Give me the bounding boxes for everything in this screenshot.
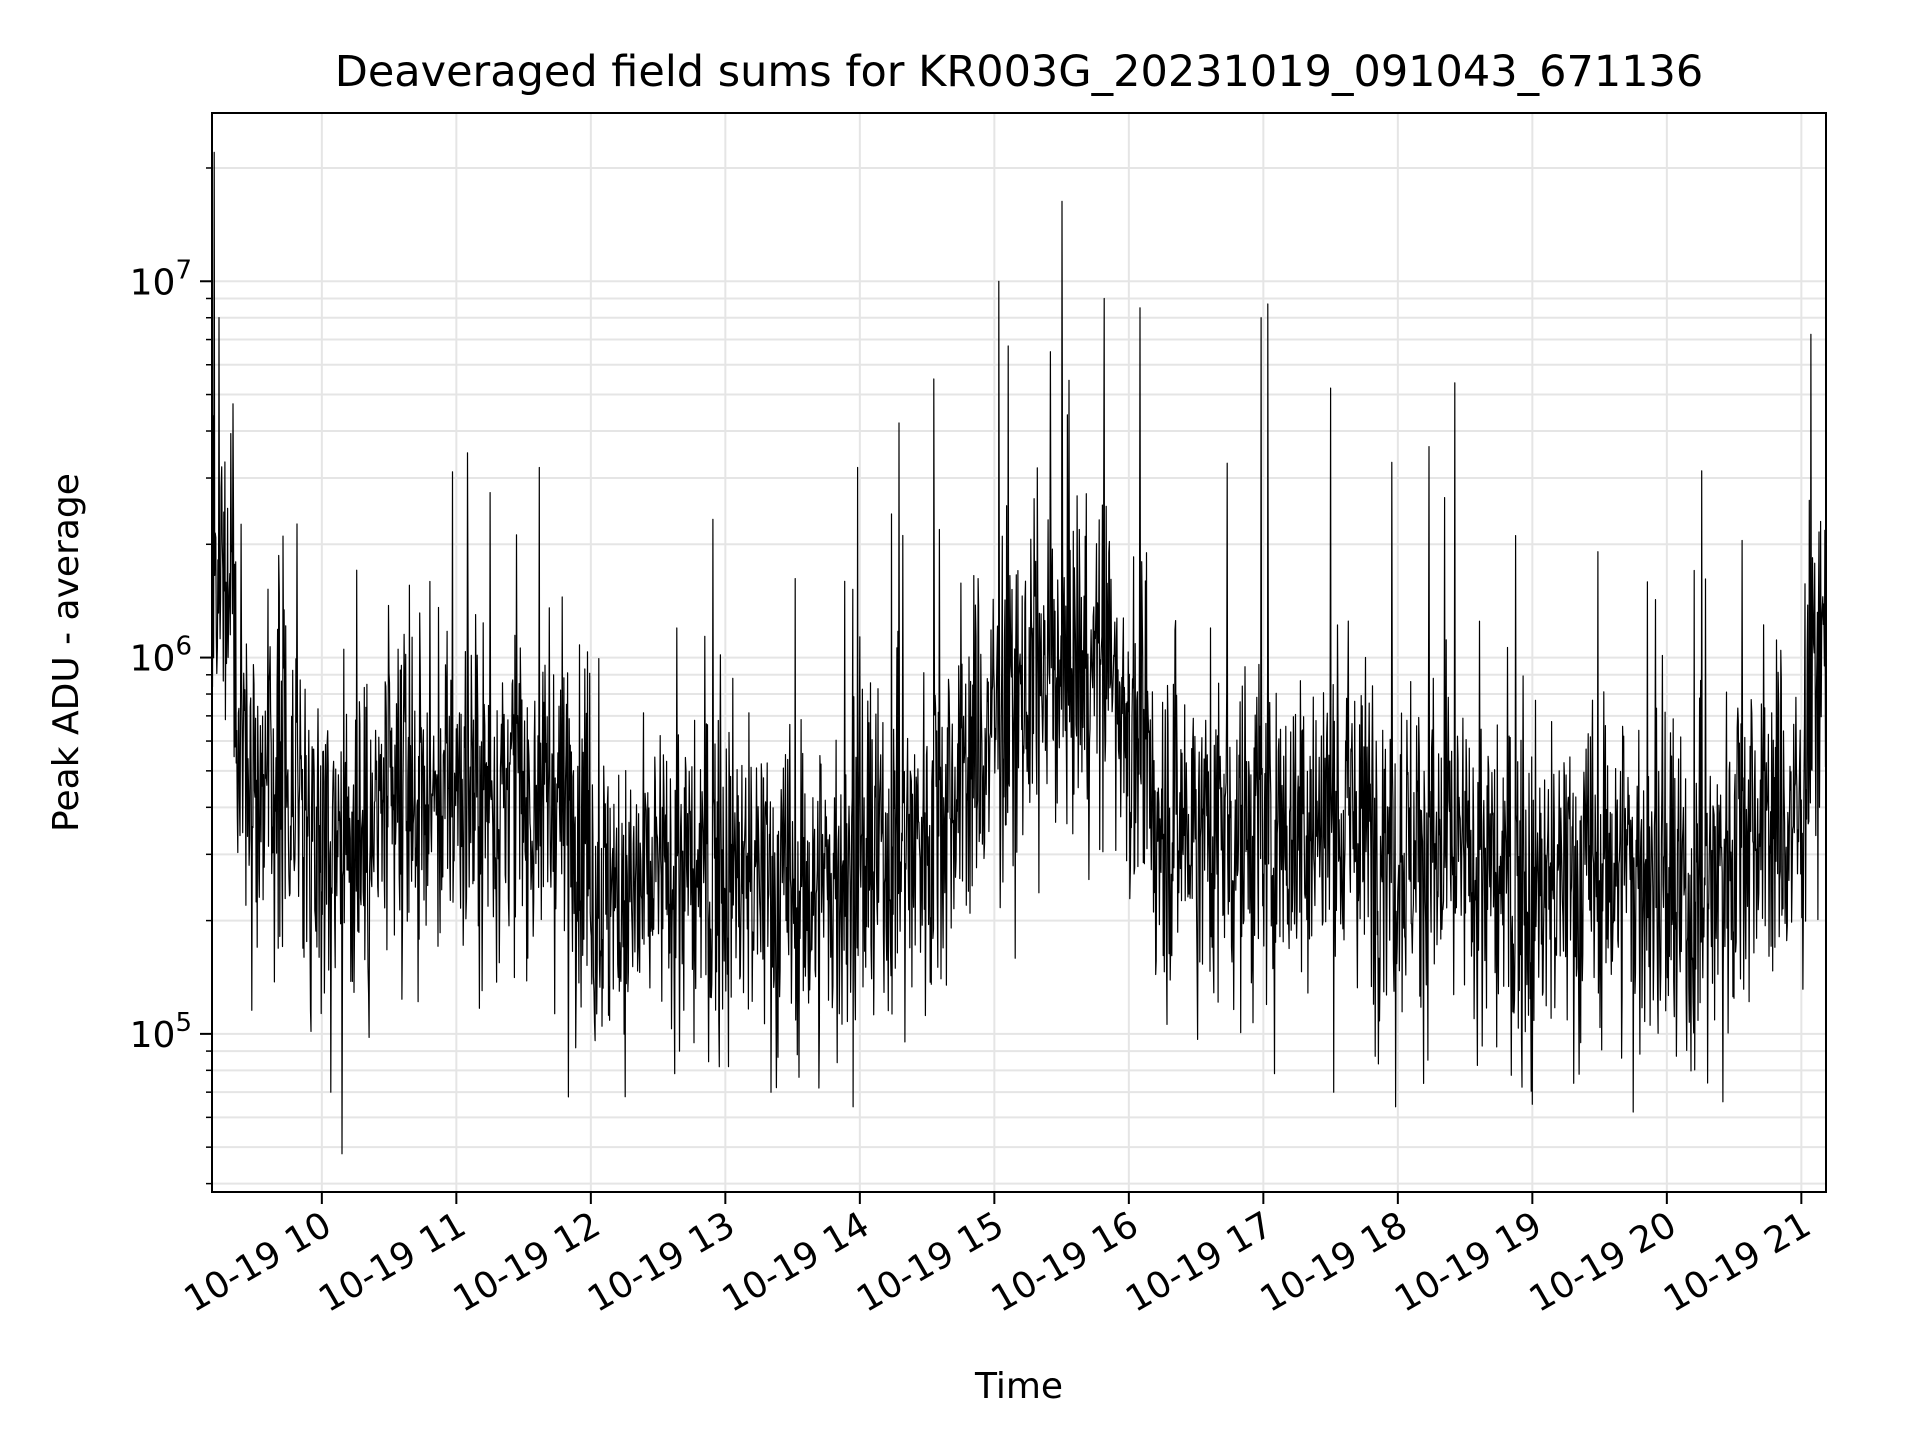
y-tick-label: 105: [130, 1008, 192, 1056]
y-axis-label: Peak ADU - average: [46, 473, 87, 832]
chart-title: Deaveraged field sums for KR003G_2023101…: [335, 47, 1704, 97]
y-tick-label: 107: [130, 255, 192, 303]
data-series: [211, 151, 1827, 1155]
plot-frame: [211, 112, 1827, 1193]
series-line: [211, 151, 1827, 1155]
x-axis-label: Time: [974, 1366, 1063, 1407]
y-tick-label: 106: [130, 632, 192, 680]
